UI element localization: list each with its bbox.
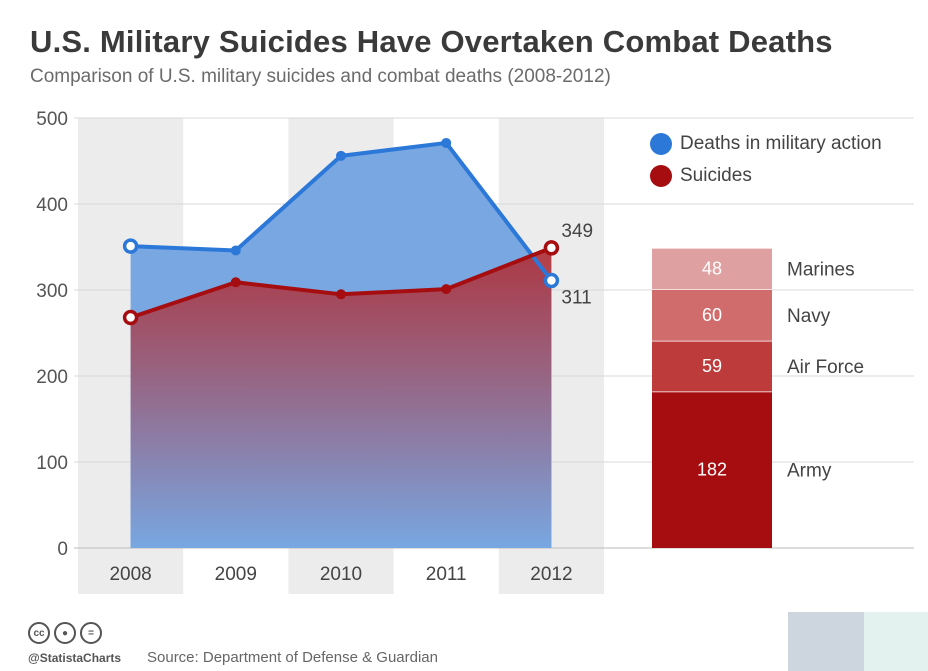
segment-name-label: Air Force xyxy=(787,357,864,378)
segment-name-label: Army xyxy=(787,461,832,482)
combat-point xyxy=(336,150,346,161)
x-label-band xyxy=(78,548,184,594)
stacked-bar-segment xyxy=(652,247,772,290)
combat-point xyxy=(441,137,452,148)
stacked-bar-segment xyxy=(652,340,772,392)
source-note: Source: Department of Defense & Guardian xyxy=(147,649,438,666)
suicides-point xyxy=(543,240,560,256)
suicides-point xyxy=(441,284,452,295)
stacked-bar-segment xyxy=(652,289,772,341)
x-label-band xyxy=(288,548,394,594)
segment-value-label: 182 xyxy=(697,460,727,480)
legend-label-suicides: Suicides xyxy=(680,165,752,186)
attribution-icon[interactable]: ● xyxy=(54,622,76,644)
y-tick-label: 400 xyxy=(36,195,68,216)
y-tick-label: 0 xyxy=(57,539,68,560)
y-tick-label: 300 xyxy=(36,281,68,302)
suicides-point xyxy=(122,309,139,326)
legend: Deaths in military action Suicides xyxy=(650,128,882,192)
chart-subtitle: Comparison of U.S. military suicides and… xyxy=(30,66,611,87)
y-tick-label: 100 xyxy=(36,453,68,474)
brand-handle[interactable]: @StatistaCharts xyxy=(28,651,122,665)
x-tick-label: 2011 xyxy=(426,564,467,585)
legend-label-combat: Deaths in military action xyxy=(680,133,882,154)
suicides-area xyxy=(130,247,552,549)
legend-item-suicides: Suicides xyxy=(650,160,882,192)
combat-point xyxy=(122,238,139,254)
combat-point xyxy=(230,245,241,256)
no-derivatives-icon[interactable]: = xyxy=(80,622,102,644)
license-icons: cc ● = xyxy=(28,622,102,644)
chart-title: U.S. Military Suicides Have Overtaken Co… xyxy=(30,24,833,59)
segment-name-label: Marines xyxy=(787,260,855,281)
data-label: 311 xyxy=(561,288,591,309)
suicides-point xyxy=(336,289,346,300)
stacked-bar-segment xyxy=(652,391,772,548)
x-tick-label: 2009 xyxy=(215,564,257,585)
x-tick-label: 2008 xyxy=(109,564,151,585)
x-tick-label: 2012 xyxy=(530,564,572,585)
legend-swatch-suicides xyxy=(650,165,672,187)
x-label-band xyxy=(498,548,604,594)
segment-value-label: 48 xyxy=(702,259,722,279)
data-label: 349 xyxy=(561,221,593,242)
segment-value-label: 59 xyxy=(702,356,722,376)
combat-point xyxy=(543,272,560,289)
legend-swatch-combat xyxy=(650,133,672,155)
segment-value-label: 60 xyxy=(702,305,722,325)
creative-commons-icon[interactable]: cc xyxy=(28,622,50,644)
x-tick-label: 2010 xyxy=(320,564,362,585)
suicides-point xyxy=(230,277,241,288)
legend-item-combat: Deaths in military action xyxy=(650,128,882,160)
decorative-block xyxy=(788,612,864,671)
segment-name-label: Navy xyxy=(787,306,831,327)
decorative-block xyxy=(864,612,928,671)
y-tick-label: 500 xyxy=(36,109,68,130)
y-tick-label: 200 xyxy=(36,367,68,388)
